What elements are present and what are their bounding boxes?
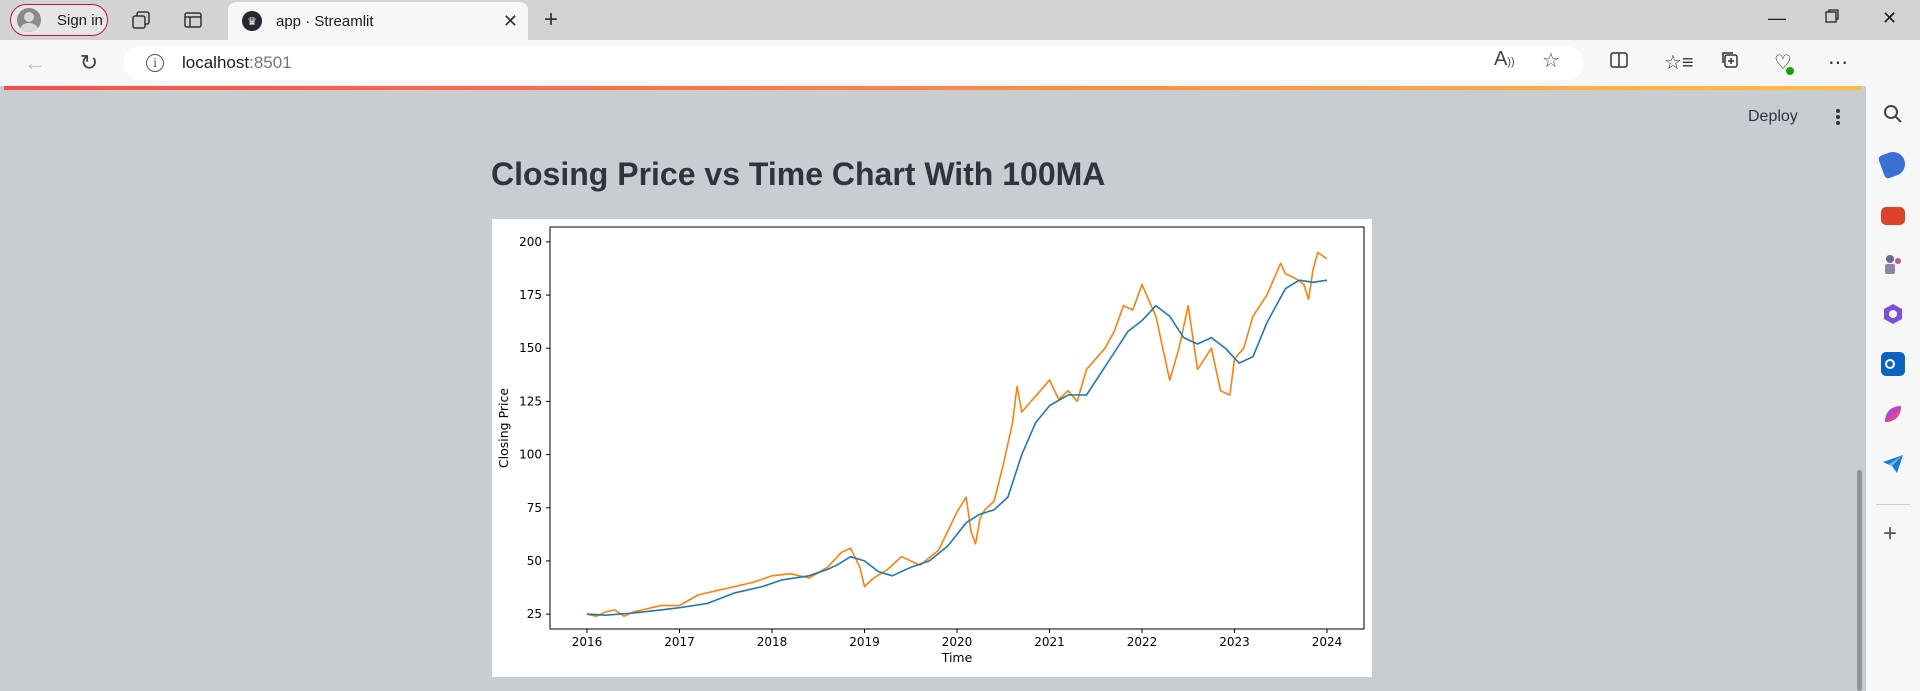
y-tick-label: 25 [527, 607, 542, 621]
sign-in-label: Sign in [57, 11, 103, 29]
tab-actions-icon[interactable] [181, 8, 205, 32]
y-tick-label: 200 [519, 235, 542, 249]
series-line-1 [586, 279, 1328, 616]
y-tick-label: 150 [519, 341, 542, 355]
send-icon[interactable] [1881, 452, 1905, 476]
games-icon[interactable] [1881, 252, 1905, 276]
tab-strip: Sign in ♛ app · Streamlit ✕ + — ✕ [0, 0, 1920, 40]
workspaces-icon[interactable] [129, 8, 153, 32]
main-menu-icon[interactable] [1830, 106, 1846, 128]
profile-avatar-icon [17, 8, 41, 32]
page-scrollbar[interactable] [1857, 470, 1862, 691]
shopping-tag-icon[interactable] [1877, 148, 1909, 180]
read-aloud-icon[interactable]: A)) [1494, 48, 1515, 70]
edge-sidebar: + [1866, 40, 1920, 691]
y-tick-label: 50 [527, 554, 542, 568]
minimize-icon[interactable]: — [1768, 8, 1786, 28]
price-chart-svg: 2016 2017 2018 2019 2020 2021 2022 2023 2024 25 50… [496, 226, 1365, 665]
refresh-icon[interactable]: ↻ [79, 50, 99, 75]
x-tick-label: 2024 [1312, 635, 1343, 649]
outlook-icon[interactable] [1881, 352, 1905, 376]
search-icon[interactable] [1881, 102, 1905, 126]
streamlit-decoration-bar [4, 86, 1862, 90]
favorite-star-icon[interactable]: ☆ [1542, 50, 1560, 72]
back-icon[interactable]: ← [24, 50, 46, 75]
x-tick-label: 2018 [757, 635, 788, 649]
chart-image: 2016 2017 2018 2019 2020 2021 2022 2023 2024 25 50… [492, 219, 1372, 677]
site-info-icon[interactable]: i [146, 54, 164, 72]
address-bar[interactable]: i localhost:8501 [124, 46, 1584, 80]
tools-icon[interactable] [1881, 207, 1905, 225]
restore-icon[interactable] [1824, 8, 1840, 29]
x-tick-label: 2019 [849, 635, 880, 649]
favorites-icon[interactable]: ☆≡ [1664, 52, 1694, 74]
tab-title: app · Streamlit [276, 12, 374, 30]
sidebar-divider [1876, 504, 1910, 505]
plot-frame [549, 226, 1365, 630]
add-sidebar-app-icon[interactable]: + [1883, 520, 1898, 547]
x-tick-label: 2016 [572, 635, 603, 649]
collections-icon[interactable] [1720, 50, 1740, 76]
split-screen-icon[interactable] [1609, 50, 1629, 76]
series-line-0 [586, 251, 1328, 617]
address-url[interactable]: localhost:8501 [182, 53, 292, 72]
y-tick-label: 125 [519, 394, 542, 408]
y-tick-label: 100 [519, 448, 542, 462]
tab-app-streamlit[interactable]: ♛ app · Streamlit ✕ [228, 2, 528, 40]
y-tick-label: 75 [527, 501, 542, 515]
x-axis-label: Time [941, 650, 973, 665]
x-tick-label: 2020 [942, 635, 973, 649]
y-axis-label: Closing Price [496, 388, 511, 468]
browser-essentials-icon[interactable]: ♡ [1774, 52, 1794, 75]
y-tick-label: 175 [519, 288, 542, 302]
x-tick-label: 2022 [1127, 635, 1158, 649]
x-tick-label: 2023 [1219, 635, 1250, 649]
x-tick-label: 2021 [1034, 635, 1065, 649]
more-options-icon[interactable]: ⋯ [1828, 52, 1848, 74]
navigation-bar: ← ↻ i localhost:8501 A)) ☆ [0, 40, 1920, 86]
designer-icon[interactable] [1881, 402, 1905, 426]
streamlit-favicon-icon: ♛ [242, 11, 262, 31]
microsoft-365-icon[interactable] [1881, 302, 1905, 326]
x-tick-label: 2017 [664, 635, 695, 649]
new-tab-icon[interactable]: + [544, 6, 559, 33]
page-heading: Closing Price vs Time Chart With 100MA [491, 156, 1106, 192]
sign-in-button[interactable]: Sign in [10, 4, 108, 36]
deploy-button[interactable]: Deploy [1748, 108, 1798, 125]
close-tab-icon[interactable]: ✕ [502, 11, 518, 31]
close-window-icon[interactable]: ✕ [1882, 8, 1898, 28]
